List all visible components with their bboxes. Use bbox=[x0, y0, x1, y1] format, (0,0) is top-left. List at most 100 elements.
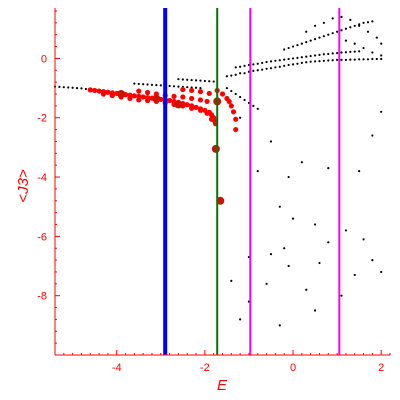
data-point bbox=[349, 58, 352, 61]
data-point bbox=[96, 88, 102, 94]
data-point bbox=[344, 58, 348, 62]
data-point bbox=[300, 61, 303, 64]
data-point bbox=[283, 48, 286, 51]
data-point bbox=[366, 30, 370, 33]
data-point bbox=[256, 69, 259, 72]
data-point bbox=[371, 134, 374, 137]
data-point bbox=[322, 21, 325, 24]
y-tick-label: -4 bbox=[37, 172, 47, 184]
data-point bbox=[177, 85, 180, 88]
data-point bbox=[291, 63, 295, 66]
data-point bbox=[133, 82, 136, 85]
data-point bbox=[283, 58, 286, 61]
data-point bbox=[159, 84, 162, 87]
data-point bbox=[84, 87, 87, 91]
plot-area bbox=[53, 8, 383, 355]
data-point bbox=[287, 175, 290, 179]
y-axis-label: <J3> bbox=[15, 169, 32, 203]
data-point bbox=[296, 62, 299, 65]
data-point bbox=[171, 93, 177, 99]
data-point bbox=[194, 86, 198, 89]
data-point bbox=[233, 126, 239, 133]
data-point bbox=[380, 270, 383, 274]
data-point bbox=[291, 217, 295, 220]
data-point bbox=[305, 61, 308, 64]
data-point bbox=[243, 98, 246, 102]
data-point bbox=[287, 264, 290, 268]
data-point bbox=[80, 87, 83, 90]
data-point bbox=[265, 60, 268, 64]
data-point bbox=[234, 73, 237, 76]
data-point bbox=[219, 91, 226, 97]
data-point bbox=[362, 46, 365, 50]
data-point bbox=[278, 205, 281, 208]
data-point bbox=[336, 51, 339, 55]
data-point bbox=[211, 144, 220, 153]
data-point bbox=[225, 75, 229, 78]
data-point bbox=[340, 58, 343, 62]
data-point bbox=[340, 15, 343, 18]
data-point bbox=[291, 45, 295, 48]
data-point bbox=[353, 42, 356, 45]
data-point bbox=[344, 27, 348, 30]
data-point bbox=[327, 167, 330, 170]
data-point bbox=[212, 80, 215, 83]
data-point bbox=[358, 24, 361, 27]
data-point bbox=[283, 247, 286, 250]
data-point bbox=[261, 68, 264, 71]
data-point bbox=[305, 30, 308, 33]
data-point bbox=[186, 86, 189, 89]
data-point bbox=[309, 39, 312, 42]
data-point bbox=[208, 80, 211, 83]
data-point bbox=[305, 55, 308, 58]
data-point bbox=[208, 116, 215, 122]
data-point bbox=[193, 104, 199, 110]
data-point bbox=[340, 294, 343, 297]
data-point bbox=[318, 36, 321, 39]
data-point bbox=[380, 42, 383, 45]
data-point bbox=[261, 61, 264, 64]
data-point bbox=[313, 24, 317, 27]
data-point bbox=[228, 103, 234, 109]
data-point bbox=[233, 116, 239, 122]
data-point bbox=[318, 59, 321, 63]
data-point bbox=[105, 89, 111, 95]
data-point bbox=[189, 95, 195, 102]
data-point bbox=[366, 21, 370, 24]
data-point bbox=[371, 258, 374, 262]
data-point bbox=[331, 17, 334, 20]
data-point bbox=[269, 67, 273, 70]
data-point bbox=[239, 95, 242, 99]
data-point bbox=[291, 57, 295, 60]
data-point bbox=[186, 78, 189, 81]
data-point bbox=[269, 253, 273, 256]
data-point bbox=[353, 50, 356, 53]
data-point bbox=[305, 41, 308, 44]
data-point bbox=[140, 94, 146, 100]
data-point bbox=[322, 35, 325, 38]
data-point bbox=[313, 60, 317, 63]
data-point bbox=[146, 83, 149, 86]
data-point bbox=[194, 79, 198, 82]
data-point bbox=[206, 90, 212, 97]
data-point bbox=[327, 33, 330, 36]
data-point bbox=[234, 66, 237, 69]
data-point bbox=[204, 110, 210, 116]
data-point bbox=[296, 43, 299, 47]
data-point bbox=[380, 57, 383, 61]
data-point bbox=[136, 93, 142, 99]
data-point bbox=[239, 318, 242, 321]
data-point bbox=[362, 238, 365, 241]
data-point bbox=[274, 59, 277, 62]
data-point bbox=[340, 51, 343, 54]
data-point bbox=[197, 107, 204, 113]
data-point bbox=[144, 89, 151, 96]
data-point bbox=[199, 86, 202, 90]
data-point bbox=[362, 21, 365, 24]
data-point bbox=[117, 90, 126, 99]
data-point bbox=[380, 110, 383, 113]
data-point bbox=[203, 79, 206, 83]
data-point bbox=[174, 100, 183, 109]
data-point bbox=[265, 67, 268, 70]
data-point bbox=[167, 97, 173, 104]
